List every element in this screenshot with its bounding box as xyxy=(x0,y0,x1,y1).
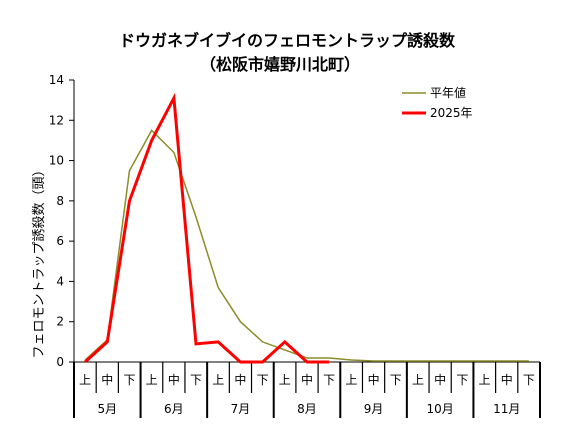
plot-area: 02468101214上中下上中下上中下上中下上中下上中下上中下5月 6月 7月 8月… xyxy=(49,73,541,418)
x-tick-label: 下 xyxy=(190,373,202,387)
x-tick-label: 上 xyxy=(412,373,424,387)
x-tick-label: 中 xyxy=(368,372,380,387)
x-tick-label: 下 xyxy=(456,373,468,387)
month-label: 6月 xyxy=(164,402,184,416)
y-tick-label: 2 xyxy=(56,315,64,329)
legend: 平年値 2025年 xyxy=(402,85,473,120)
month-label: 11月 xyxy=(493,402,520,416)
x-tick-label: 上 xyxy=(479,373,491,387)
y-tick-label: 14 xyxy=(49,73,64,87)
month-label: 5月 xyxy=(97,402,117,416)
x-tick-label: 上 xyxy=(345,373,357,387)
x-tick-label: 下 xyxy=(323,373,335,387)
series-line-2025 xyxy=(84,92,330,364)
y-tick-label: 0 xyxy=(56,355,64,369)
month-label: 10月 xyxy=(427,402,454,416)
x-tick-label: 上 xyxy=(212,373,224,387)
x-tick-label: 下 xyxy=(523,373,535,387)
x-tick-label: 中 xyxy=(234,372,246,387)
x-tick-label: 上 xyxy=(279,373,291,387)
month-label: 9月 xyxy=(364,402,384,416)
y-tick-label: 8 xyxy=(56,194,64,208)
x-tick-label: 上 xyxy=(146,373,158,387)
x-tick-label: 中 xyxy=(101,372,113,387)
legend-label-normal: 平年値 xyxy=(430,85,466,100)
chart-title: ドウガネブイブイのフェロモントラップ誘殺数 xyxy=(119,31,456,50)
x-tick-label: 下 xyxy=(390,373,402,387)
month-label: 7月 xyxy=(231,402,251,416)
y-tick-label: 10 xyxy=(49,154,64,168)
x-tick-label: 上 xyxy=(79,373,91,387)
y-tick-label: 4 xyxy=(56,274,64,288)
x-tick-label: 中 xyxy=(434,372,446,387)
x-tick-label: 下 xyxy=(257,373,269,387)
series-line-normal xyxy=(84,129,529,362)
y-tick-label: 12 xyxy=(49,113,64,127)
y-axis-label: フェロモントラップ誘殺数（頭） xyxy=(32,163,47,358)
x-tick-label: 中 xyxy=(301,372,313,387)
legend-label-2025: 2025年 xyxy=(430,106,473,120)
x-tick-label: 中 xyxy=(501,372,513,387)
y-tick-label: 6 xyxy=(56,234,64,248)
month-label: 8月 xyxy=(297,402,317,416)
x-tick-label: 中 xyxy=(168,372,180,387)
x-tick-label: 下 xyxy=(123,373,135,387)
chart-subtitle: （松阪市嬉野川北町） xyxy=(200,55,360,74)
